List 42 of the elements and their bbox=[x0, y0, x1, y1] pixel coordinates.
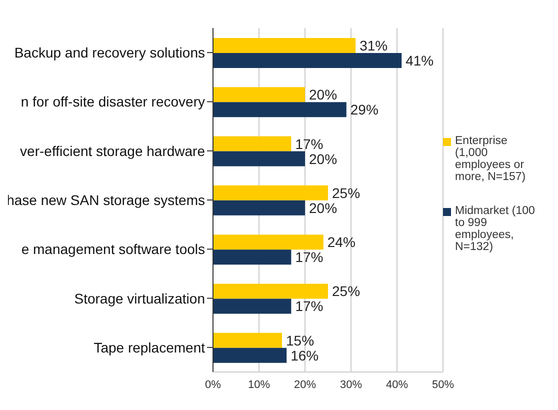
bar bbox=[213, 284, 328, 299]
data-label: 17% bbox=[295, 298, 324, 314]
x-tick-label: 0% bbox=[205, 378, 222, 391]
data-label: 20% bbox=[309, 86, 338, 103]
bar bbox=[213, 87, 305, 102]
legend-label: Midmarket (100 to 999 employees, N=132) bbox=[455, 205, 536, 253]
bar bbox=[213, 200, 305, 216]
data-label: 25% bbox=[332, 283, 360, 300]
data-label: 29% bbox=[350, 102, 378, 118]
data-label: 20% bbox=[309, 150, 338, 167]
x-tick-label: 30% bbox=[340, 378, 362, 391]
data-label: 25% bbox=[332, 184, 360, 201]
x-tick-label: 50% bbox=[432, 378, 454, 391]
data-label: 31% bbox=[360, 38, 388, 54]
bar bbox=[213, 136, 292, 152]
y-tick-label: n for off-site disaster recovery bbox=[20, 94, 205, 110]
legend-label: Enterprise (1,000 employees or more, N=157) bbox=[455, 135, 527, 183]
y-tick-label: Backup and recovery solutions bbox=[14, 44, 205, 61]
bar bbox=[213, 332, 282, 348]
data-label: 16% bbox=[290, 347, 319, 364]
bar bbox=[213, 151, 305, 166]
bar bbox=[213, 234, 324, 250]
data-label: 24% bbox=[327, 234, 356, 250]
y-tick-label: Storage virtualization bbox=[74, 290, 205, 306]
bar bbox=[213, 53, 402, 68]
x-tick-label: 20% bbox=[294, 378, 316, 391]
bar bbox=[213, 102, 346, 118]
x-tick-label: 40% bbox=[386, 378, 408, 391]
data-label: 15% bbox=[286, 332, 314, 348]
data-label: 17% bbox=[295, 136, 324, 152]
y-tick-label: e management software tools bbox=[21, 241, 205, 258]
bar bbox=[213, 250, 292, 265]
bar bbox=[213, 348, 287, 363]
y-tick-label: Tape replacement bbox=[94, 339, 206, 356]
x-tick-label: 10% bbox=[248, 378, 270, 391]
y-tick-label: ver-efficient storage hardware bbox=[20, 142, 206, 159]
data-label: 41% bbox=[406, 52, 434, 68]
data-label: 17% bbox=[295, 249, 324, 266]
bar bbox=[213, 298, 292, 314]
bar bbox=[213, 38, 356, 53]
bar bbox=[213, 185, 328, 200]
data-label: 20% bbox=[309, 200, 338, 216]
